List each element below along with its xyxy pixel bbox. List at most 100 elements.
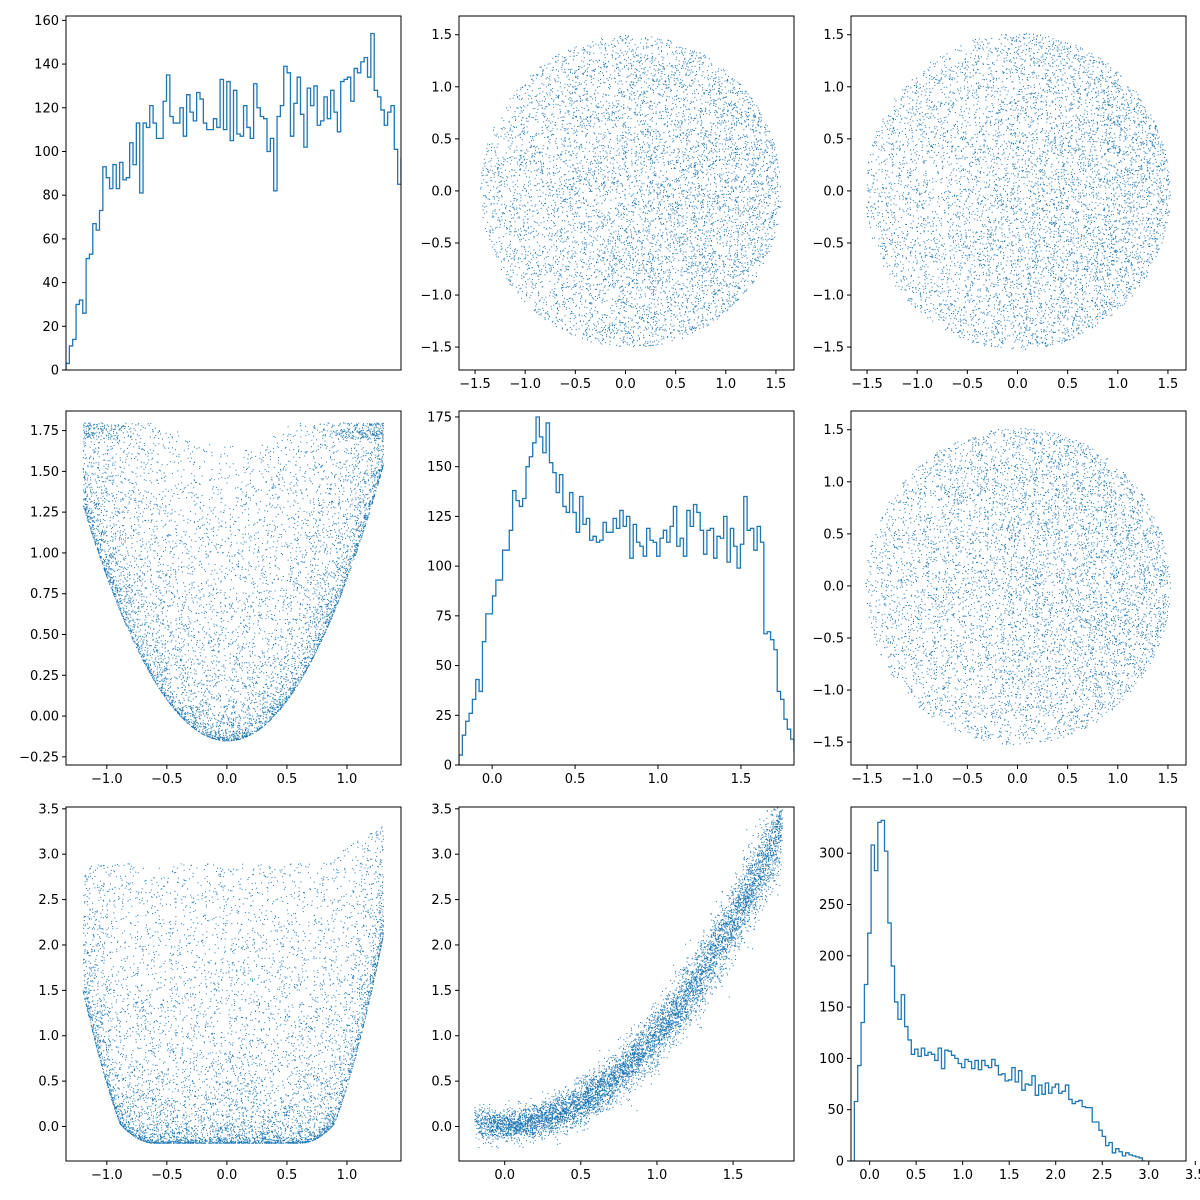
y-tick-label: 1.25: [30, 506, 59, 521]
x-tick-label: 1.5: [1158, 772, 1179, 787]
x-tick-label: 0.5: [277, 1168, 298, 1183]
y-tick-label: 50: [435, 659, 452, 674]
x-tick-label: 0.5: [570, 1168, 591, 1183]
plot-area: [865, 428, 1171, 745]
x-tick-label: 0.0: [482, 772, 503, 787]
y-tick-label: 0.0: [823, 184, 844, 199]
y-tick-label: 100: [34, 145, 59, 160]
y-tick-label: 2.5: [38, 893, 59, 908]
x-tick-label: 3.0: [1138, 1168, 1159, 1183]
y-tick-label: 0.00: [30, 710, 59, 725]
x-tick-label: −1.0: [901, 377, 933, 392]
axes-frame: [458, 410, 795, 766]
y-tick-label: 300: [819, 847, 844, 862]
x-tick-label: −1.5: [851, 772, 883, 787]
y-tick-label: 1.0: [823, 80, 844, 95]
x-tick-label: 0.0: [217, 772, 238, 787]
x-tick-label: 0.0: [615, 377, 636, 392]
x-tick-label: 1.0: [337, 772, 358, 787]
axes-frame: [850, 806, 1187, 1162]
y-tick-label: 150: [427, 460, 452, 475]
histogram-step: [66, 32, 401, 370]
y-tick-label: 0.0: [431, 1120, 452, 1135]
x-tick-label: 2.0: [1045, 1168, 1066, 1183]
panel-p12: −1.5 −1.0 −0.5 0.0 0.5 1.0 1.5 −1.5 −1.0 −0.5 0.0 0…: [812, 410, 1187, 787]
y-tick-label: 0.0: [823, 579, 844, 594]
x-tick-label: −1.0: [91, 772, 123, 787]
y-tick-label: 0.0: [431, 184, 452, 199]
y-tick-label: 2.0: [38, 938, 59, 953]
x-tick-label: −1.0: [509, 377, 541, 392]
scatter-points: [82, 422, 384, 742]
y-tick-label: 3.5: [431, 802, 452, 817]
y-tick-label: 175: [427, 410, 452, 425]
x-tick-label: −0.5: [151, 1168, 183, 1183]
y-tick-label: 0.5: [823, 132, 844, 147]
panel-p01: −1.5 −1.0 −0.5 0.0 0.5 1.0 1.5 −1.5 −1.0 −0.5 0.0 0…: [420, 15, 795, 392]
y-tick-label: 200: [819, 949, 844, 964]
y-tick-label: 1.5: [431, 984, 452, 999]
x-tick-label: 1.0: [715, 377, 736, 392]
x-tick-label: −0.5: [952, 772, 984, 787]
y-tick-label: 0.50: [30, 628, 59, 643]
axes-frame: [850, 15, 1187, 371]
y-tick-label: 120: [34, 101, 59, 116]
y-tick-label: −0.5: [420, 236, 452, 251]
x-tick-label: 0.5: [906, 1168, 927, 1183]
axes-frame: [65, 806, 402, 1162]
y-tick-label: 0: [836, 1155, 844, 1170]
x-tick-label: 1.5: [1158, 377, 1179, 392]
histogram-step: [851, 819, 1146, 1161]
x-tick-label: −1.5: [851, 377, 883, 392]
x-tick-label: 1.0: [337, 1168, 358, 1183]
y-tick-label: 75: [435, 609, 452, 624]
x-tick-label: 1.0: [952, 1168, 973, 1183]
panel-p00: 0 20 40 60 80 100 120 140 160: [34, 14, 402, 379]
y-tick-label: −0.5: [812, 631, 844, 646]
plot-area: [66, 32, 401, 370]
axes-frame: [65, 15, 402, 371]
y-tick-label: 100: [427, 560, 452, 575]
y-tick-label: 100: [819, 1052, 844, 1067]
y-tick-label: 0.5: [823, 527, 844, 542]
x-tick-label: 1.0: [648, 772, 669, 787]
y-tick-label: −1.0: [812, 289, 844, 304]
y-tick-label: 3.5: [38, 802, 59, 817]
x-tick-label: 0.5: [665, 377, 686, 392]
y-tick-label: 140: [34, 58, 59, 73]
y-tick-label: 0: [51, 364, 59, 379]
panel-p22: 0.0 0.5 1.0 1.5 2.0 2.5 3.0 3.5 0 50 100 150 200 250 3…: [819, 806, 1200, 1183]
y-tick-label: −1.5: [812, 736, 844, 751]
plot-area: [459, 416, 794, 765]
x-tick-label: −1.0: [91, 1168, 123, 1183]
y-tick-label: 1.00: [30, 546, 59, 561]
y-tick-label: 0.0: [38, 1120, 59, 1135]
panel-p10: −1.0 −0.5 0.0 0.5 1.0 −0.25 0.00 0.25 0.50 0.75 1.…: [19, 410, 402, 787]
axes-frame: [458, 806, 795, 1162]
y-tick-label: 160: [34, 14, 59, 29]
x-tick-label: 0.0: [859, 1168, 880, 1183]
x-tick-label: 3.5: [1185, 1168, 1200, 1183]
y-tick-label: 0.25: [30, 669, 59, 684]
x-tick-label: 2.5: [1092, 1168, 1113, 1183]
y-tick-label: 1.0: [431, 1029, 452, 1044]
axes-frame: [65, 410, 402, 766]
y-tick-label: 3.0: [38, 848, 59, 863]
axes-frame: [850, 410, 1187, 766]
y-tick-label: 80: [42, 189, 59, 204]
x-tick-label: 1.0: [647, 1168, 668, 1183]
y-tick-label: −1.5: [420, 341, 452, 356]
y-tick-label: 125: [427, 510, 452, 525]
y-tick-label: 1.75: [30, 424, 59, 439]
y-tick-label: 2.0: [431, 938, 452, 953]
y-tick-label: 60: [42, 232, 59, 247]
x-tick-label: 0.0: [217, 1168, 238, 1183]
x-tick-label: 0.0: [1007, 772, 1028, 787]
x-tick-label: −0.5: [952, 377, 984, 392]
y-tick-label: 1.5: [823, 423, 844, 438]
x-tick-label: 1.0: [1107, 772, 1128, 787]
x-tick-label: 1.5: [999, 1168, 1020, 1183]
y-tick-label: −1.0: [812, 684, 844, 699]
panel-p11: 0.0 0.5 1.0 1.5 0 25 50 75 100 125 150 175: [427, 410, 795, 787]
y-tick-label: 0.75: [30, 587, 59, 602]
